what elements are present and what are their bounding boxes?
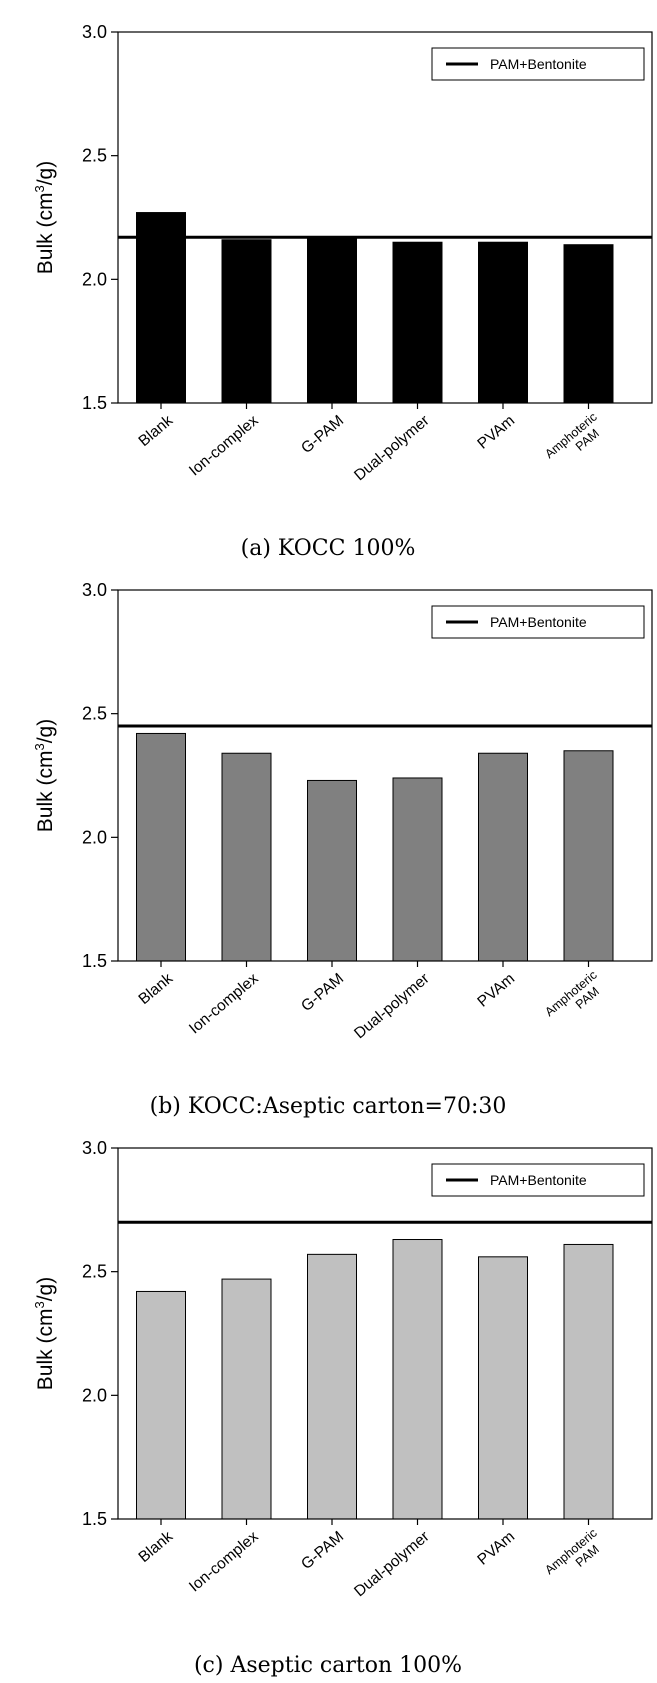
bar-1-1 bbox=[136, 212, 186, 404]
category-label-2-5: PVAm bbox=[474, 970, 518, 1011]
category-label-3-2: Ion-complex bbox=[186, 1528, 262, 1595]
bar-1-3 bbox=[307, 236, 357, 404]
svg-text:Dual-polymer: Dual-polymer bbox=[351, 412, 433, 484]
bar-1-2 bbox=[221, 239, 272, 404]
y-tick-label-2-2: 2.0 bbox=[82, 827, 107, 847]
category-label-3-5: PVAm bbox=[474, 1528, 518, 1569]
category-label-2-1: Blank bbox=[136, 970, 177, 1008]
svg-text:PVAm: PVAm bbox=[474, 412, 518, 453]
bar-2-3 bbox=[307, 779, 357, 962]
bar-1-6 bbox=[563, 244, 614, 404]
chart-panel-3: 1.5 2.0 2.5 3.0 Blank Ion-complex G-PAM Dual-po… bbox=[32, 1138, 653, 1678]
category-label-2-4: Dual-polymer bbox=[351, 970, 433, 1042]
category-label-1-5: PVAm bbox=[474, 412, 518, 453]
bar-1-5 bbox=[478, 241, 528, 404]
bar-3-1 bbox=[136, 1290, 186, 1520]
svg-text:Ion-complex: Ion-complex bbox=[186, 412, 262, 479]
y-tick-label-2-3: 2.5 bbox=[82, 704, 107, 724]
svg-text:Ion-complex: Ion-complex bbox=[186, 970, 262, 1037]
y-axis-title-1: Bulk (cm3/g) bbox=[32, 161, 57, 274]
svg-text:Blank: Blank bbox=[136, 412, 177, 450]
bar-2-4 bbox=[392, 777, 443, 962]
bar-1-4 bbox=[392, 241, 443, 404]
legend-label-3: PAM+Bentonite bbox=[490, 1172, 587, 1188]
svg-text:Ion-complex: Ion-complex bbox=[186, 1528, 262, 1595]
y-tick-label-2-4: 3.0 bbox=[82, 580, 107, 600]
category-label-2-2: Ion-complex bbox=[186, 970, 262, 1037]
panel-caption-1: (a) KOCC 100% bbox=[241, 536, 416, 561]
svg-text:G-PAM: G-PAM bbox=[298, 1528, 347, 1573]
bar-2-6 bbox=[563, 750, 614, 962]
plot-frame-2 bbox=[117, 589, 653, 962]
panel-caption-2: (b) KOCC:Aseptic carton=70:30 bbox=[150, 1094, 507, 1119]
y-tick-label-1-1: 1.5 bbox=[82, 393, 107, 413]
svg-text:PVAm: PVAm bbox=[474, 1528, 518, 1569]
svg-text:Dual-polymer: Dual-polymer bbox=[351, 970, 433, 1042]
y-tick-label-3-3: 2.5 bbox=[82, 1262, 107, 1282]
legend-3: PAM+Bentonite bbox=[431, 1163, 645, 1197]
chart-panel-1: 1.5 2.0 2.5 3.0 Blank Ion-complex G-PAM Dual-po… bbox=[32, 22, 653, 561]
y-tick-label-1-4: 3.0 bbox=[82, 22, 107, 42]
bar-3-5 bbox=[478, 1256, 528, 1520]
y-tick-label-3-2: 2.0 bbox=[82, 1385, 107, 1405]
category-label-1-2: Ion-complex bbox=[186, 412, 262, 479]
bar-2-5 bbox=[478, 752, 528, 962]
y-axis-title-2: Bulk (cm3/g) bbox=[32, 719, 57, 832]
bar-3-2 bbox=[221, 1278, 272, 1520]
legend-2: PAM+Bentonite bbox=[431, 605, 645, 639]
legend-label-1: PAM+Bentonite bbox=[490, 56, 587, 72]
bar-3-6 bbox=[563, 1243, 614, 1520]
plot-frame-3 bbox=[117, 1147, 653, 1520]
bar-3-4 bbox=[392, 1239, 443, 1520]
legend-label-2: PAM+Bentonite bbox=[490, 614, 587, 630]
category-label-2-3: G-PAM bbox=[298, 970, 347, 1015]
svg-text:G-PAM: G-PAM bbox=[298, 412, 347, 457]
category-label-1-3: G-PAM bbox=[298, 412, 347, 457]
panel-caption-3: (c) Aseptic carton 100% bbox=[194, 1653, 462, 1678]
bar-2-2 bbox=[221, 752, 272, 962]
svg-text:Dual-polymer: Dual-polymer bbox=[351, 1528, 433, 1600]
svg-text:Blank: Blank bbox=[136, 970, 177, 1008]
chart-panel-2: 1.5 2.0 2.5 3.0 Blank Ion-complex G-PAM Dual-po… bbox=[32, 580, 653, 1119]
svg-text:G-PAM: G-PAM bbox=[298, 970, 347, 1015]
y-tick-label-1-2: 2.0 bbox=[82, 269, 107, 289]
svg-text:PVAm: PVAm bbox=[474, 970, 518, 1011]
legend-1: PAM+Bentonite bbox=[431, 47, 645, 81]
bar-3-3 bbox=[307, 1253, 357, 1520]
y-tick-label-1-3: 2.5 bbox=[82, 146, 107, 166]
category-label-1-1: Blank bbox=[136, 412, 177, 450]
svg-text:Blank: Blank bbox=[136, 1528, 177, 1566]
y-tick-label-3-4: 3.0 bbox=[82, 1138, 107, 1158]
plot-frame-1 bbox=[117, 31, 653, 404]
y-axis-title-3: Bulk (cm3/g) bbox=[32, 1277, 57, 1390]
category-label-3-3: G-PAM bbox=[298, 1528, 347, 1573]
y-tick-label-2-1: 1.5 bbox=[82, 951, 107, 971]
category-label-3-4: Dual-polymer bbox=[351, 1528, 433, 1600]
y-tick-label-3-1: 1.5 bbox=[82, 1509, 107, 1529]
category-label-1-4: Dual-polymer bbox=[351, 412, 433, 484]
bar-2-1 bbox=[136, 732, 186, 962]
category-label-3-1: Blank bbox=[136, 1528, 177, 1566]
